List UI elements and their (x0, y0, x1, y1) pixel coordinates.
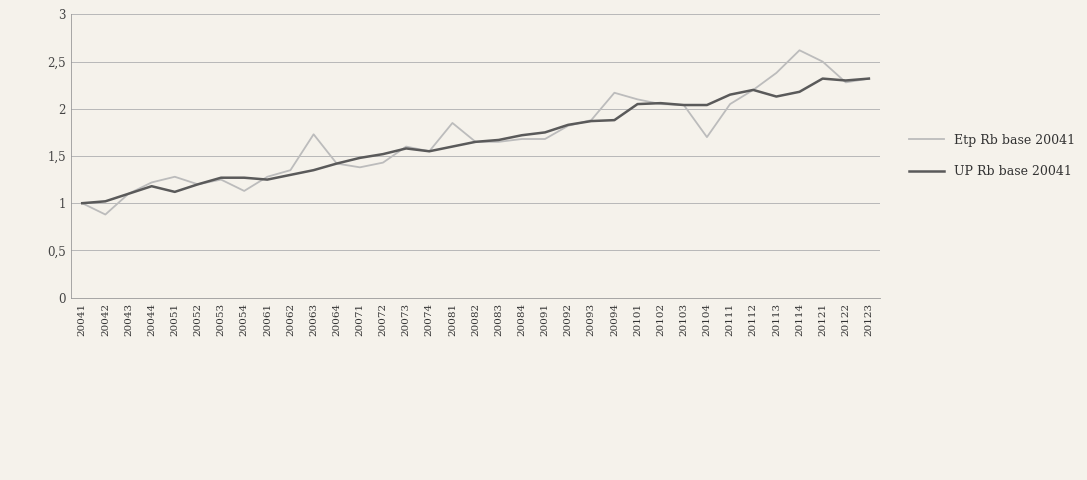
UP Rb base 20041 (515, 132, 528, 138)
Etp Rb base 20041 (214, 177, 227, 182)
Etp Rb base 20041 (446, 120, 459, 126)
UP Rb base 20041 (99, 198, 112, 204)
UP Rb base 20041 (816, 76, 829, 82)
Etp Rb base 20041 (400, 144, 413, 149)
Etp Rb base 20041 (862, 76, 875, 82)
UP Rb base 20041 (747, 87, 760, 93)
Etp Rb base 20041 (608, 90, 621, 96)
Etp Rb base 20041 (353, 165, 366, 170)
Line: Etp Rb base 20041: Etp Rb base 20041 (83, 50, 869, 215)
Etp Rb base 20041 (677, 102, 690, 108)
Etp Rb base 20041 (585, 117, 598, 123)
UP Rb base 20041 (308, 168, 321, 173)
UP Rb base 20041 (423, 148, 436, 154)
UP Rb base 20041 (862, 76, 875, 82)
Etp Rb base 20041 (423, 148, 436, 154)
UP Rb base 20041 (191, 181, 204, 187)
Etp Rb base 20041 (146, 180, 159, 185)
UP Rb base 20041 (214, 175, 227, 180)
UP Rb base 20041 (608, 117, 621, 123)
Etp Rb base 20041 (770, 70, 783, 76)
UP Rb base 20041 (492, 137, 505, 143)
UP Rb base 20041 (146, 183, 159, 189)
UP Rb base 20041 (261, 177, 274, 182)
Etp Rb base 20041 (330, 161, 343, 167)
Etp Rb base 20041 (538, 136, 551, 142)
UP Rb base 20041 (654, 100, 667, 106)
UP Rb base 20041 (724, 92, 737, 97)
Etp Rb base 20041 (470, 139, 483, 145)
Etp Rb base 20041 (562, 123, 575, 129)
Etp Rb base 20041 (191, 181, 204, 187)
UP Rb base 20041 (446, 144, 459, 149)
UP Rb base 20041 (470, 139, 483, 145)
Etp Rb base 20041 (794, 48, 807, 53)
Etp Rb base 20041 (122, 191, 135, 197)
UP Rb base 20041 (76, 200, 89, 206)
Etp Rb base 20041 (308, 132, 321, 137)
Etp Rb base 20041 (376, 160, 389, 166)
UP Rb base 20041 (585, 118, 598, 124)
UP Rb base 20041 (794, 89, 807, 95)
UP Rb base 20041 (770, 94, 783, 99)
UP Rb base 20041 (238, 175, 251, 180)
UP Rb base 20041 (376, 151, 389, 157)
UP Rb base 20041 (168, 189, 182, 195)
Etp Rb base 20041 (747, 87, 760, 93)
UP Rb base 20041 (839, 78, 852, 84)
UP Rb base 20041 (122, 191, 135, 197)
Etp Rb base 20041 (168, 174, 182, 180)
Etp Rb base 20041 (99, 212, 112, 217)
Etp Rb base 20041 (492, 139, 505, 145)
Etp Rb base 20041 (700, 134, 713, 140)
UP Rb base 20041 (400, 145, 413, 151)
Etp Rb base 20041 (839, 80, 852, 85)
UP Rb base 20041 (677, 102, 690, 108)
Line: UP Rb base 20041: UP Rb base 20041 (83, 79, 869, 203)
UP Rb base 20041 (353, 155, 366, 161)
Etp Rb base 20041 (284, 168, 297, 173)
Etp Rb base 20041 (724, 101, 737, 107)
UP Rb base 20041 (562, 122, 575, 128)
Etp Rb base 20041 (515, 136, 528, 142)
UP Rb base 20041 (330, 161, 343, 167)
Etp Rb base 20041 (261, 174, 274, 180)
UP Rb base 20041 (630, 101, 644, 107)
Legend: Etp Rb base 20041, UP Rb base 20041: Etp Rb base 20041, UP Rb base 20041 (903, 127, 1082, 185)
Etp Rb base 20041 (630, 96, 644, 102)
UP Rb base 20041 (538, 130, 551, 135)
Etp Rb base 20041 (816, 59, 829, 64)
UP Rb base 20041 (284, 172, 297, 178)
Etp Rb base 20041 (238, 188, 251, 194)
Etp Rb base 20041 (76, 200, 89, 206)
Etp Rb base 20041 (654, 101, 667, 107)
UP Rb base 20041 (700, 102, 713, 108)
